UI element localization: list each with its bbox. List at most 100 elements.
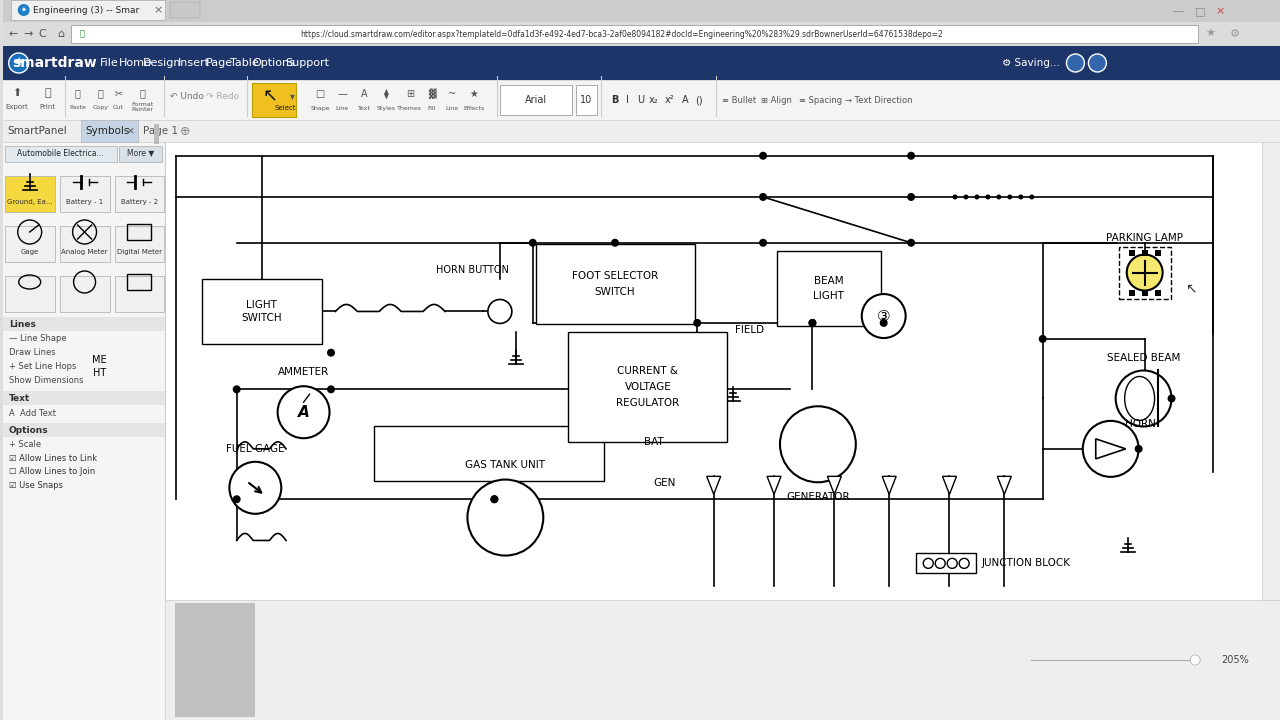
Text: ✦: ✦ [14,56,24,70]
Bar [128,224,151,240]
Bar [1119,246,1171,299]
Text: ⬆: ⬆ [12,88,22,98]
Bar [499,85,572,115]
Circle shape [964,194,969,199]
Bar [60,226,110,262]
Bar [70,25,1198,43]
Bar [916,554,977,573]
Text: ☑ Use Snaps: ☑ Use Snaps [9,482,63,490]
Polygon shape [707,477,721,495]
Text: Paste: Paste [69,104,86,109]
Text: ~: ~ [448,89,456,99]
Bar [5,226,55,262]
Text: ✦: ✦ [20,7,27,13]
Text: Options: Options [252,58,296,68]
Ellipse shape [1125,377,1155,420]
Bar [60,276,110,312]
Circle shape [229,462,282,514]
Text: ⊕: ⊕ [180,125,191,138]
Text: SmartPanel: SmartPanel [8,126,68,136]
Bar [114,176,164,212]
Bar [3,391,165,405]
Text: ×: × [1216,6,1225,16]
Text: Page 1: Page 1 [143,126,178,136]
Text: BEAM: BEAM [814,276,844,286]
Circle shape [759,152,767,160]
Text: Line: Line [445,106,458,110]
Text: Gage: Gage [20,249,38,255]
Text: A: A [361,89,367,99]
Text: Support: Support [285,58,329,68]
Circle shape [1019,194,1023,199]
Text: x²: x² [664,95,675,105]
Text: GAS TANK UNIT: GAS TANK UNIT [466,459,545,469]
Text: Format
Painter: Format Painter [132,102,154,112]
Text: B: B [611,95,618,105]
Circle shape [809,319,817,327]
Text: https://cloud.smartdraw.com/editor.aspx?templateId=0dfa1d3f-e492-4ed7-bca3-2af0e: https://cloud.smartdraw.com/editor.aspx?… [300,30,943,38]
Text: —: — [1172,6,1184,16]
Text: LIGHT: LIGHT [813,291,845,301]
Bar [3,120,1280,142]
Bar [3,317,165,331]
Text: Shape: Shape [310,106,330,110]
Circle shape [326,348,335,356]
Text: I: I [626,95,628,105]
Bar [60,176,110,212]
Text: Line: Line [335,106,348,110]
Circle shape [1083,421,1139,477]
Text: 205%: 205% [1221,655,1249,665]
Circle shape [959,559,969,568]
Text: LIGHT: LIGHT [247,300,278,310]
Text: Show Dimensions: Show Dimensions [9,376,83,384]
Text: ↖: ↖ [1185,282,1197,296]
Bar [165,600,1280,720]
Bar [1155,289,1161,295]
Bar [535,244,695,324]
Text: (): () [695,95,703,105]
Text: ★: ★ [1206,29,1215,39]
Text: 10: 10 [580,95,593,105]
Text: Page: Page [206,58,233,68]
Polygon shape [882,477,896,495]
Text: Select: Select [274,105,296,111]
Text: FUEL GAGE: FUEL GAGE [227,444,284,454]
Circle shape [611,239,620,247]
Text: Cut: Cut [113,104,124,109]
Text: ←: ← [8,29,18,39]
Text: C: C [38,29,46,39]
Circle shape [1066,54,1084,72]
Text: JUNCTION BLOCK: JUNCTION BLOCK [982,559,1070,568]
Circle shape [974,194,979,199]
Bar [1011,604,1210,716]
Text: More ▼: More ▼ [127,148,154,158]
Circle shape [1007,194,1012,199]
Text: x₂: x₂ [649,95,658,105]
Circle shape [996,194,1001,199]
Text: U: U [637,95,644,105]
Text: Battery - 1: Battery - 1 [67,199,104,205]
Bar [576,85,598,115]
Text: SWITCH: SWITCH [242,313,282,323]
Circle shape [908,152,915,160]
Text: ★: ★ [470,89,479,99]
Bar [1155,250,1161,256]
Text: 🖨: 🖨 [45,88,51,98]
Text: REGULATOR: REGULATOR [616,397,680,408]
Bar [252,83,296,117]
Bar [128,274,151,290]
Text: smartdraw: smartdraw [13,56,97,70]
Text: HT: HT [93,369,106,378]
Text: →: → [23,29,32,39]
Circle shape [326,385,335,393]
Text: PARKING LAMP: PARKING LAMP [1106,233,1183,243]
Text: Analog Meter: Analog Meter [61,249,108,255]
Circle shape [908,193,915,201]
Text: BAT: BAT [644,437,663,447]
Polygon shape [942,477,956,495]
Text: Table: Table [230,58,259,68]
Text: Home: Home [119,58,152,68]
Text: □: □ [1196,6,1206,16]
Text: Draw Lines: Draw Lines [9,348,55,356]
Circle shape [780,406,856,482]
